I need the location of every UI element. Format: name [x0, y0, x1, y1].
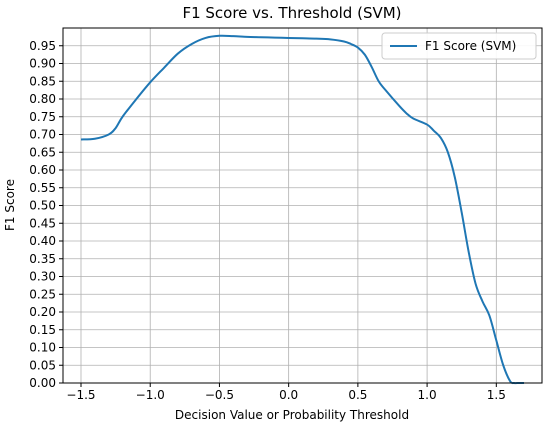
y-tick-label: 0.05	[29, 358, 56, 372]
y-tick-label: 0.40	[29, 234, 56, 248]
chart-title: F1 Score vs. Threshold (SVM)	[182, 4, 401, 22]
x-tick-label: −1.0	[136, 388, 165, 402]
x-tick-label: −1.5	[66, 388, 95, 402]
y-tick-label: 0.50	[29, 199, 56, 213]
series-line-f1-score	[80, 34, 524, 385]
y-tick-label: 0.10	[29, 341, 56, 355]
y-tick-label: 0.35	[29, 252, 56, 266]
y-axis-label: F1 Score	[3, 179, 17, 231]
y-tick-label: 0.60	[29, 163, 56, 177]
plot-frame	[62, 27, 543, 384]
x-tick-label: 1.5	[487, 388, 506, 402]
y-tick-label: 0.95	[29, 39, 56, 53]
legend-box	[381, 32, 537, 60]
x-axis-label: Decision Value or Probability Threshold	[175, 408, 409, 422]
y-tick-label: 0.45	[29, 216, 56, 230]
x-tick-label: 0.0	[279, 388, 298, 402]
y-tick-label: 0.00	[29, 376, 56, 390]
x-tick-label: 0.5	[348, 388, 367, 402]
y-tick-label: 0.55	[29, 181, 56, 195]
y-tick-label: 0.75	[29, 110, 56, 124]
y-tick-label: 0.90	[29, 57, 56, 71]
y-tick-label: 0.85	[29, 74, 56, 88]
x-tick-label: −0.5	[205, 388, 234, 402]
y-tick-label: 0.15	[29, 323, 56, 337]
y-tick-label: 0.70	[29, 128, 56, 142]
y-tick-label: 0.20	[29, 305, 56, 319]
legend-label: F1 Score (SVM)	[425, 39, 516, 53]
y-tick-label: 0.65	[29, 145, 56, 159]
legend: F1 Score (SVM)	[381, 32, 537, 60]
grid	[63, 28, 542, 384]
y-tick-label: 0.30	[29, 270, 56, 284]
y-tick-label: 0.25	[29, 287, 56, 301]
y-tick-label: 0.80	[29, 92, 56, 106]
ticks: −1.5 −1.0 −0.5 0.0 0.5 1.0 1.5 0.00 0.05 0.10 0.15…	[29, 39, 506, 402]
x-tick-label: 1.0	[418, 388, 437, 402]
series-group	[80, 34, 524, 385]
